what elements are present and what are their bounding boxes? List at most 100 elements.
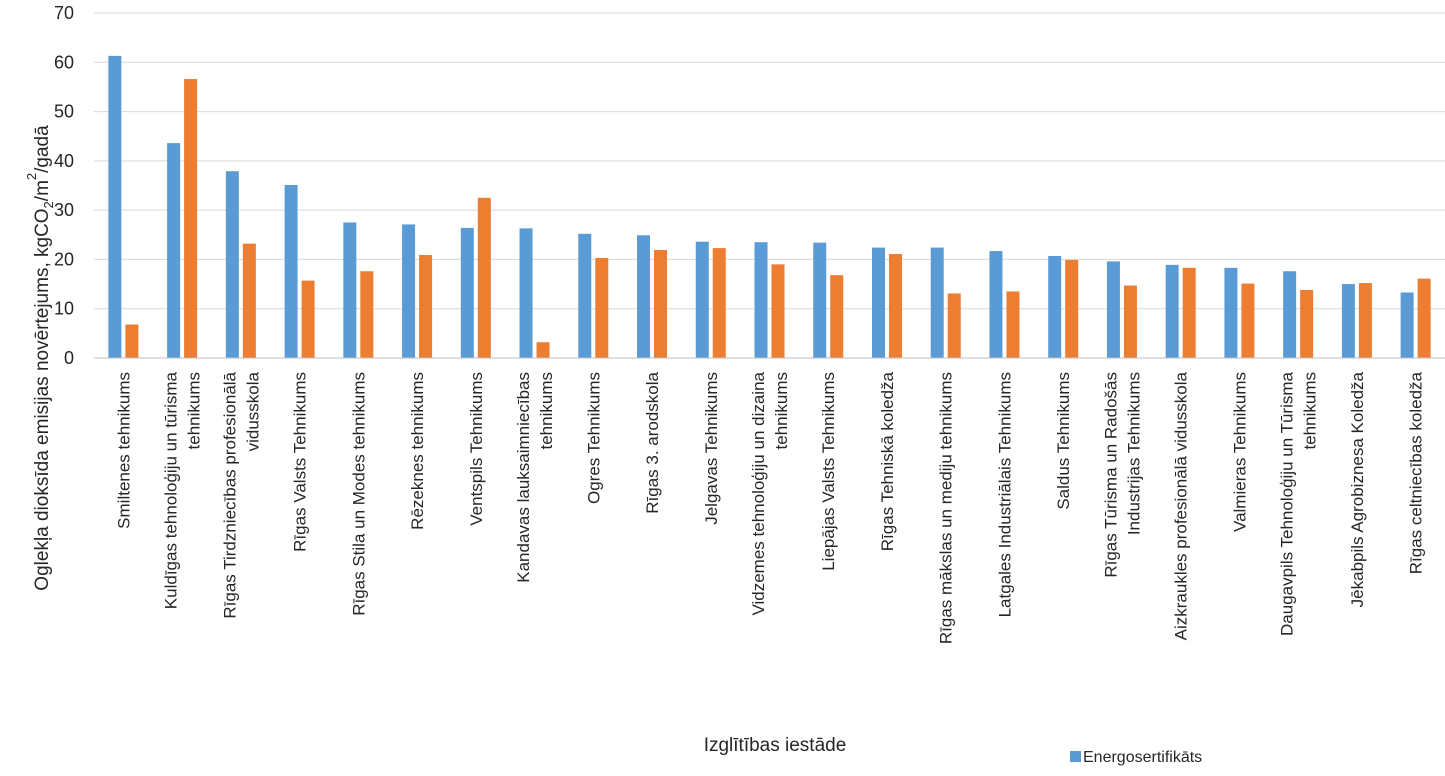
y-tick-label: 0 [64, 348, 74, 368]
bar-series-1 [1283, 271, 1297, 358]
x-tick-label: Rīgas Stila un Modes tehnikums [349, 372, 368, 616]
x-tick-label: Jelgavas Tehnikums [702, 372, 721, 525]
bar-series-2 [947, 293, 961, 358]
x-tick-label: Rīgas mākslas un mediju tehnikums [937, 372, 956, 644]
x-tick-label-line: Rīgas celtniecības koledža [1407, 371, 1426, 574]
x-tick-label-line: Liepājas Valsts Tehnikums [819, 372, 838, 571]
x-axis-title: Izglītības iestāde [704, 735, 847, 756]
y-axis-title-part: 2 [41, 201, 56, 208]
x-tick-label-line: Kuldīgas tehnoloģiju un tūrisma [162, 371, 181, 609]
x-tick-label-line: vidusskola [243, 371, 262, 451]
x-tick-label: Aizkraukles profesionālā vidusskola [1172, 371, 1191, 640]
bar-series-1 [225, 171, 239, 358]
x-tick-label-line: tehnikums [772, 372, 791, 449]
x-tick-label-line: Jelgavas Tehnikums [702, 372, 721, 525]
y-axis-title-part: /gadā [32, 125, 53, 173]
x-tick-label: Vidzemes tehnoloģiju un dizaina tehnikums [749, 371, 791, 615]
bar-series-2 [242, 243, 256, 358]
x-tick-label-line: Daugavpils Tehnoloģiju un Tūrisma [1278, 371, 1297, 636]
x-tick-label: Daugavpils Tehnoloģiju un Tūrisma tehniku… [1278, 371, 1320, 636]
bar-series-2 [477, 197, 491, 358]
bar-series-1 [108, 55, 122, 358]
x-tick-label: Kandavas lauksaimniecības tehnikums [514, 372, 556, 583]
bar-series-1 [402, 224, 416, 358]
gridlines [94, 12, 1445, 310]
x-tick-label: Rīgas 3. arodskola [643, 371, 662, 513]
x-tick-label: Ogres Tehnikums [584, 372, 603, 504]
bar-series-1 [460, 227, 474, 358]
x-tick-label: Saldus Tehnikums [1054, 372, 1073, 510]
bar-series-1 [1341, 284, 1355, 358]
x-tick-label-line: tehnikums [1301, 372, 1320, 449]
x-tick-label-line: Valmieras Tehnikums [1230, 372, 1249, 532]
bar-series-2 [1241, 283, 1255, 358]
x-tick-label: Rīgas Tūrisma un Radošās Industrijas Tehn… [1101, 372, 1143, 578]
bar-series-1 [1165, 264, 1179, 358]
x-tick-label: Rīgas Valsts Tehnikums [291, 372, 310, 552]
x-tick-label-line: Smiltenes tehnikums [114, 372, 133, 529]
bar-series-2 [654, 250, 668, 358]
y-tick-label: 20 [54, 249, 74, 269]
bar-series-2 [536, 342, 550, 358]
bar-series-2 [771, 264, 785, 358]
y-axis-title: Oglekļa dioksīda emisijas novērtejums, k… [24, 125, 56, 591]
bar-series-1 [519, 228, 533, 358]
x-tick-label-line: Rīgas Valsts Tehnikums [291, 372, 310, 552]
x-tick-label: Jēkabpils Agrobiznesa Koledža [1348, 371, 1367, 607]
bar-series-1 [1400, 292, 1414, 358]
x-tick-label-line: Rīgas 3. arodskola [643, 371, 662, 513]
x-tick-label-line: Rīgas Stila un Modes tehnikums [349, 372, 368, 616]
x-tick-label-line: tehnikums [185, 372, 204, 449]
bar-series-1 [1106, 261, 1120, 358]
legend-label-energosertifikats: Energosertifikāts [1083, 749, 1202, 766]
x-tick-label-line: tehnikums [537, 372, 556, 449]
y-axis-title-part: 2 [24, 173, 39, 180]
bar-series-2 [888, 254, 902, 358]
bar-series-2 [419, 254, 433, 358]
legend-swatch-energosertifikats [1070, 751, 1081, 762]
bar-series-2 [1182, 267, 1196, 358]
x-tick-label-line: Kandavas lauksaimniecības [514, 372, 533, 583]
x-tick-label-line: Saldus Tehnikums [1054, 372, 1073, 510]
x-tick-label: Liepājas Valsts Tehnikums [819, 372, 838, 571]
bar-series-1 [754, 242, 768, 358]
legend: Energosertifikāts [1070, 749, 1202, 766]
x-tick-label-line: Jēkabpils Agrobiznesa Koledža [1348, 371, 1367, 607]
bar-series-1 [1224, 267, 1238, 358]
bar-series-1 [343, 222, 357, 358]
y-tick-label: 40 [54, 151, 74, 171]
bar-series-1 [813, 242, 827, 358]
bar-series-2 [1358, 283, 1372, 358]
y-axis-title-part: /m [32, 180, 53, 201]
bar-series-2 [125, 324, 139, 358]
y-tick-label: 70 [54, 3, 74, 23]
x-tick-label: Rīgas celtniecības koledža [1407, 371, 1426, 574]
bar-series-2 [360, 271, 374, 358]
y-tick-labels: 0 10 20 30 40 50 60 70 [54, 3, 74, 368]
x-tick-label: Latgales Industriālais Tehnikums [995, 372, 1014, 617]
bar-series-2 [1417, 278, 1431, 358]
bar-series-1 [1048, 255, 1062, 358]
x-tick-label-line: Rīgas Tūrisma un Radošās [1101, 372, 1120, 578]
bar-series-1 [167, 143, 181, 358]
bar-series-2 [595, 257, 609, 358]
x-tick-label: Valmieras Tehnikums [1230, 372, 1249, 532]
y-axis-title-part: Oglekļa dioksīda emisijas novērtejums, k… [32, 208, 53, 590]
y-tick-label: 60 [54, 52, 74, 72]
bar-series-1 [637, 235, 651, 358]
y-tick-label: 30 [54, 200, 74, 220]
x-tick-label-line: Aizkraukles profesionālā vidusskola [1172, 371, 1191, 640]
x-tick-label: Rīgas Tirdzniecības profesionālā vidussko… [220, 371, 262, 618]
bar-series-2 [712, 248, 726, 358]
x-tick-label-line: Rīgas mākslas un mediju tehnikums [937, 372, 956, 644]
x-tick-labels: Smiltenes tehnikums Kuldīgas tehnoloģiju … [114, 371, 1425, 644]
x-tick-label-line: Rēzeknes tehnikums [408, 372, 427, 530]
x-tick-label-line: Industrijas Tehnikums [1124, 372, 1143, 535]
bar-series-1 [284, 185, 298, 358]
x-tick-label: Ventspils Tehnikums [467, 372, 486, 526]
x-tick-label: Smiltenes tehnikums [114, 372, 133, 529]
x-tick-label-line: Rīgas Tehniskā koledža [878, 371, 897, 551]
bars [108, 55, 1431, 358]
x-tick-label-line: Ventspils Tehnikums [467, 372, 486, 526]
